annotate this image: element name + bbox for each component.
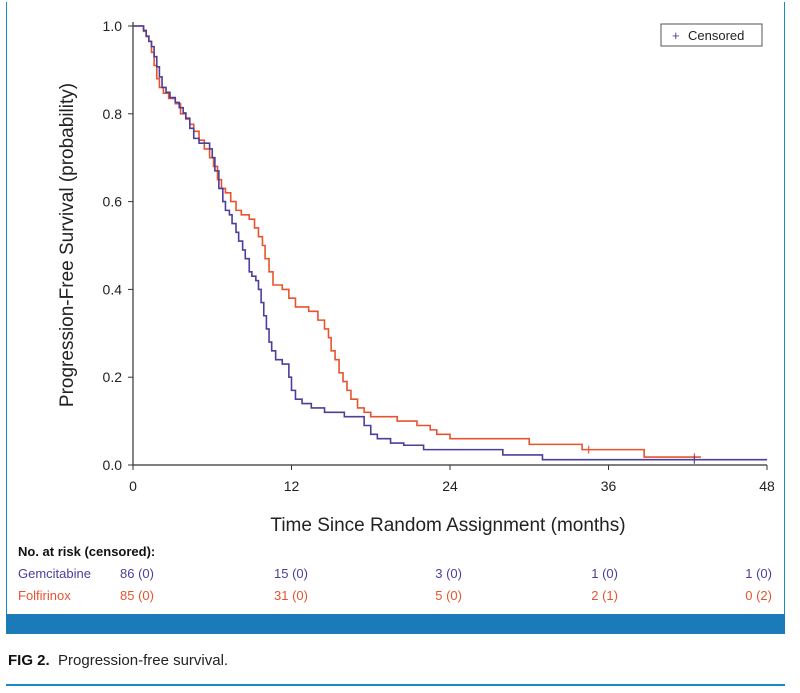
y-tick-label: 0.6 (103, 194, 123, 210)
chart-censor-marks (584, 445, 699, 464)
caption-text: Progression-free survival. (58, 652, 229, 669)
risk-value: 86 (0) (120, 566, 154, 581)
censor-mark-folfirinox (584, 445, 593, 454)
figure-caption: FIG 2. Progression-free survival. (8, 652, 228, 669)
legend-box (660, 23, 763, 47)
x-tick-label: 48 (759, 478, 775, 494)
y-tick-label: 1.0 (103, 18, 123, 34)
chart-legend: + Censored (660, 23, 763, 47)
risk-value: 1 (0) (745, 566, 772, 581)
risk-value: 31 (0) (274, 588, 308, 603)
y-tick-label: 0.0 (103, 457, 123, 473)
censor-mark-gemcitabine (690, 455, 699, 464)
risk-table-title: No. at risk (censored): (18, 544, 156, 559)
chart-axes (132, 22, 767, 466)
series-line-folfirinox (133, 25, 701, 458)
risk-value: 85 (0) (120, 588, 154, 603)
km-chart: 0 12 24 36 48 0.0 0.2 0.4 0.6 0.8 1.0 + Censored T… (57, 18, 775, 536)
x-tick-label: 36 (601, 478, 617, 494)
risk-value: 1 (0) (591, 566, 618, 581)
x-axis-title: Time Since Random Assignment (months) (270, 515, 625, 536)
legend-censored-marker: + (672, 28, 680, 43)
x-tick-label: 24 (442, 478, 458, 494)
risk-value: 3 (0) (435, 566, 462, 581)
y-tick-label: 0.2 (103, 369, 123, 385)
series-line-gemcitabine (133, 25, 767, 461)
figure-footer-bar (6, 614, 785, 634)
risk-value: 5 (0) (435, 588, 462, 603)
y-tick-label: 0.4 (103, 281, 123, 297)
legend-censored-label: Censored (688, 28, 744, 43)
risk-row-gemcitabine: Gemcitabine 86 (0) 15 (0) 3 (0) 1 (0) 1 … (18, 566, 778, 584)
y-axis-title: Progression-Free Survival (probability) (57, 83, 78, 407)
y-tick-label: 0.8 (103, 106, 123, 122)
risk-value: 2 (1) (591, 588, 618, 603)
x-tick-label: 0 (129, 478, 137, 494)
risk-label-gemcitabine: Gemcitabine (18, 566, 91, 581)
caption-label: FIG 2. (8, 652, 50, 669)
risk-value: 15 (0) (274, 566, 308, 581)
risk-row-folfirinox: Folfirinox 85 (0) 31 (0) 5 (0) 2 (1) 0 (… (18, 588, 778, 606)
bottom-rule (6, 684, 785, 686)
risk-label-folfirinox: Folfirinox (18, 588, 71, 603)
risk-value: 0 (2) (745, 588, 772, 603)
x-tick-label: 12 (284, 478, 300, 494)
chart-ticks: 0 12 24 36 48 0.0 0.2 0.4 0.6 0.8 1.0 (103, 18, 775, 494)
chart-series (133, 25, 767, 461)
figure-frame (6, 2, 785, 634)
